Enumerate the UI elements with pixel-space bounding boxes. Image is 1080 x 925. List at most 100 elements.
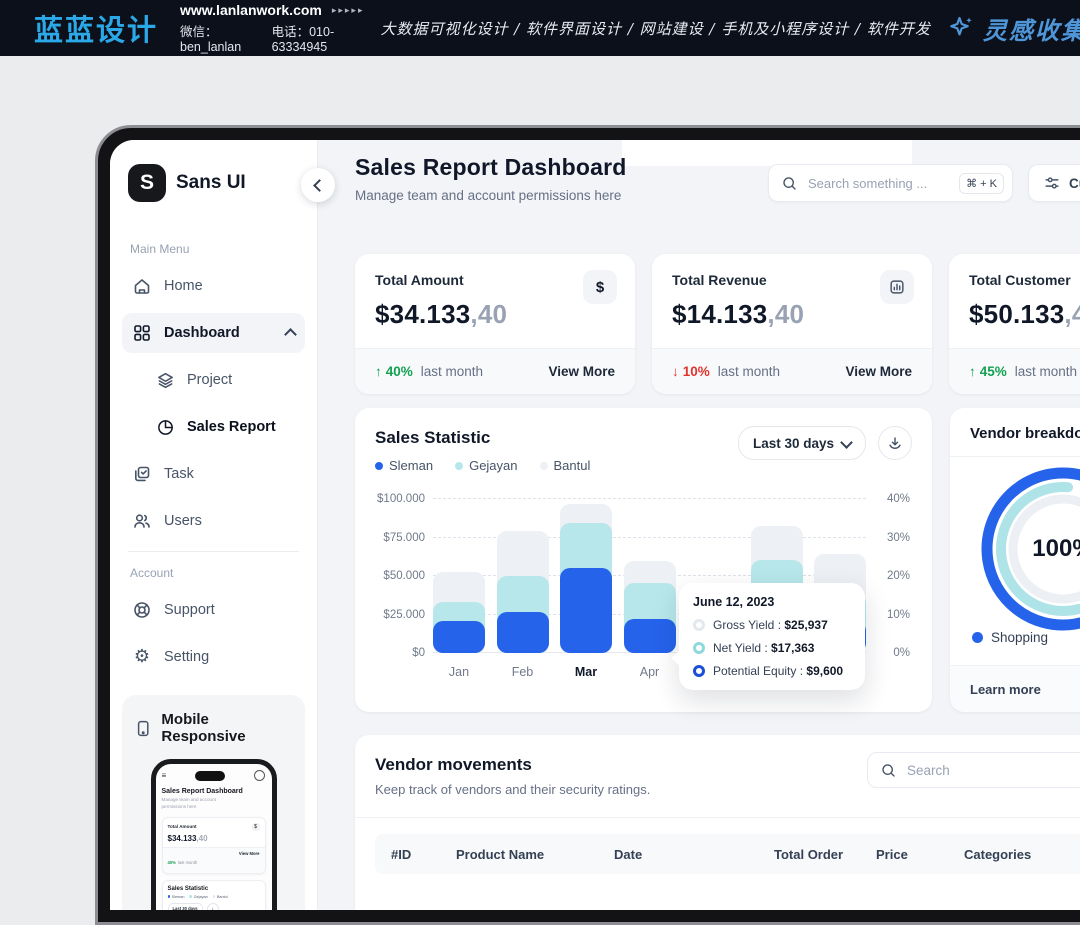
- download-icon: [889, 437, 901, 449]
- global-search[interactable]: ⌘ + K: [768, 164, 1013, 202]
- y-axis-tick-right: 20%: [886, 570, 910, 582]
- table-search-input[interactable]: [905, 761, 1080, 779]
- sidebar-item-task[interactable]: Task: [122, 454, 305, 494]
- banner-wechat: 微信：ben_lanlan: [180, 25, 242, 54]
- search-shortcut: ⌘ + K: [959, 172, 1004, 194]
- bar-segment-sleman: [623, 619, 676, 653]
- y-axis-tick-right: 0%: [893, 647, 910, 659]
- learn-more-link[interactable]: Learn more: [970, 681, 1041, 697]
- vendor-movements-subtitle: Keep track of vendors and their security…: [375, 782, 651, 797]
- sidebar-item-users[interactable]: Users: [122, 501, 305, 541]
- mini-title: Sales Report Dashboard: [161, 788, 243, 795]
- search-input[interactable]: [806, 174, 952, 192]
- download-button[interactable]: [878, 426, 912, 460]
- sidebar: S Sans UI Main Menu Home Dashboard Proje…: [110, 140, 335, 910]
- pie-chart-icon: [158, 419, 173, 435]
- y-axis-tick-left: $75.000: [383, 531, 425, 544]
- vendor-movements-title: Vendor movements: [375, 755, 532, 774]
- column-header-price: Price: [876, 846, 908, 862]
- ring-icon: [693, 642, 705, 654]
- bar-segment-sleman: [433, 620, 485, 653]
- sales-legend: Sleman Gejayan Bantul: [375, 458, 912, 473]
- ring-icon: [693, 665, 705, 677]
- mini-dollar-icon: $: [251, 822, 260, 831]
- app-brand-name: Sans UI: [176, 172, 246, 193]
- column-header-productname: Product Name: [456, 846, 545, 862]
- column-header-date: Date: [614, 846, 643, 862]
- users-icon: [134, 514, 150, 528]
- bar-segment-sleman: [496, 612, 549, 653]
- mini-download-icon: ↓: [206, 902, 219, 910]
- gridline: [433, 536, 866, 538]
- customize-button[interactable]: Cu: [1028, 164, 1080, 202]
- breakdown-legend-item: Shopping: [972, 630, 1048, 645]
- y-axis-tick-left: $100.000: [377, 493, 425, 505]
- column-header-totalorder: Total Order: [774, 846, 844, 862]
- donut-chart: [981, 467, 1080, 631]
- vendor-breakdown-title: Vendor breakdown: [950, 408, 1080, 457]
- banner-contact: www.lanlanwork.com ▸▸▸▸▸ 微信：ben_lanlan 电…: [180, 2, 364, 54]
- x-axis-label-mar: Mar: [574, 665, 598, 679]
- bar-jan[interactable]: [433, 499, 485, 653]
- bar-apr[interactable]: [623, 499, 676, 653]
- tooltip-row-net-yield: Net Yield : $17,363: [693, 641, 851, 655]
- table-header-row: #ID Product Name Date Total Order Price Categ…: [375, 834, 1080, 874]
- device-frame: S Sans UI Main Menu Home Dashboard Proje…: [95, 125, 1080, 925]
- view-more-link[interactable]: View More: [548, 364, 615, 379]
- gear-icon: ⚙: [133, 646, 151, 667]
- stats-row: Total Amount $34.133,40 $ ↑ 40% last month…: [355, 254, 1080, 394]
- chevron-down-icon: [840, 435, 853, 449]
- bar-mar[interactable]: [560, 499, 612, 653]
- sidebar-item-sales-report[interactable]: Sales Report: [122, 407, 305, 447]
- sidebar-nav: Main Menu Home Dashboard Project Sales R…: [122, 242, 305, 677]
- sidebar-item-support[interactable]: Support: [122, 590, 305, 630]
- sidebar-item-setting[interactable]: ⚙ Setting: [133, 646, 210, 667]
- bar-feb[interactable]: [496, 499, 549, 653]
- chart-bars: [433, 499, 866, 653]
- sidebar-item-dashboard[interactable]: Dashboard: [122, 313, 305, 353]
- mini-menu-icon: ≡: [161, 770, 167, 780]
- top-white-strip: [622, 140, 912, 166]
- sidebar-item-home[interactable]: Home: [122, 266, 305, 306]
- ring-icon: [693, 619, 705, 631]
- search-icon: [882, 763, 895, 777]
- banner-services: 大数据可视化设计 / 软件界面设计 / 网站建设 / 手机及小程序设计 / 软件…: [380, 19, 931, 38]
- mini-subtitle: Manage team and account permissions here: [161, 797, 216, 809]
- y-axis-tick-left: $25.000: [383, 608, 425, 621]
- view-more-link[interactable]: View More: [845, 364, 912, 379]
- sidebar-item-project[interactable]: Project: [122, 360, 305, 400]
- banner-collect: 灵感收集: [947, 11, 1080, 46]
- total-customer-card: Total Customer $50.133,40 ↑45%last month…: [949, 254, 1080, 394]
- y-axis-tick-right: 10%: [886, 608, 910, 621]
- chevron-up-icon: [284, 328, 297, 341]
- x-axis-label-apr: Apr: [639, 665, 660, 679]
- phone-icon: [137, 720, 149, 736]
- gridline: [433, 498, 866, 499]
- sidebar-divider: [128, 551, 299, 552]
- sliders-icon: [1045, 177, 1059, 189]
- banner-arrows: ▸▸▸▸▸: [331, 4, 365, 15]
- banner-phone: 电话：010-63334945: [271, 25, 335, 54]
- page-subtitle: Manage team and account permissions here: [355, 188, 622, 203]
- section-main-menu: Main Menu: [130, 242, 190, 256]
- search-icon: [783, 176, 796, 190]
- layers-icon: [158, 372, 173, 388]
- page-title: Sales Report Dashboard: [355, 154, 627, 180]
- chart-plot: June 12, 2023 Gross Yield : $25,937 Net …: [377, 493, 910, 690]
- sparkle-star-icon: [950, 16, 972, 36]
- phone-mockup: ≡ Sales Report Dashboard Manage team and…: [150, 759, 277, 910]
- divider: [355, 817, 1080, 818]
- mini-notch: [195, 770, 226, 781]
- tooltip-row-potential-equity: Potential Equity : $9,600: [693, 664, 851, 678]
- dashboard-grid-icon: [134, 325, 150, 341]
- table-search[interactable]: [867, 752, 1080, 788]
- app-logo: S Sans UI: [122, 164, 305, 202]
- main-content: Sales Report Dashboard Manage team and a…: [318, 140, 1080, 910]
- date-range-dropdown[interactable]: Last 30 days: [737, 426, 866, 460]
- app-screen: S Sans UI Main Menu Home Dashboard Proje…: [110, 140, 1080, 910]
- vendor-breakdown-legend: Shopping: [972, 630, 1080, 645]
- sidebar-collapse-button[interactable]: [301, 168, 335, 202]
- vendor-breakdown-card: Vendor breakdown 100% Shopping Learn mor…: [950, 408, 1080, 712]
- chart-tooltip: June 12, 2023 Gross Yield : $25,937 Net …: [671, 583, 865, 690]
- y-axis-tick-right: 40%: [886, 493, 910, 505]
